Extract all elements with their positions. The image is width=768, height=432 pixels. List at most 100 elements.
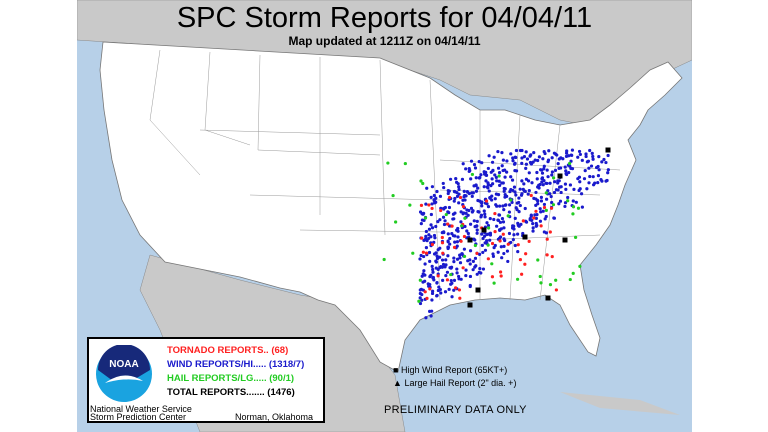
wind-report-marker (505, 249, 510, 253)
wind-report-marker (435, 280, 439, 285)
wind-report-marker (496, 218, 500, 222)
wind-report-marker (468, 258, 472, 262)
wind-report-marker (438, 194, 443, 198)
wind-report-marker (449, 282, 453, 286)
wind-report-marker (455, 267, 459, 271)
wind-report-marker (468, 168, 472, 173)
tornado-report-marker (527, 239, 531, 243)
wind-report-marker (545, 197, 549, 201)
wind-report-marker (606, 153, 610, 158)
wind-report-marker (424, 229, 429, 234)
wind-report-marker (474, 189, 479, 193)
wind-report-marker (461, 212, 465, 216)
wind-report-marker (479, 215, 483, 219)
wind-report-marker (459, 210, 463, 214)
wind-report-marker (466, 213, 470, 217)
wind-report-marker (459, 220, 463, 224)
wind-report-marker (556, 181, 560, 185)
wind-report-marker (542, 164, 546, 168)
wind-report-marker (474, 183, 478, 187)
wind-report-marker (569, 159, 573, 163)
tornado-report-marker (490, 275, 495, 279)
wind-report-marker (438, 218, 442, 222)
wind-report-marker (563, 204, 567, 209)
wind-report-marker (441, 215, 446, 219)
wind-report-marker (427, 233, 431, 237)
hail-report-marker (544, 191, 548, 195)
wind-report-marker (486, 166, 490, 171)
wind-report-marker (584, 154, 588, 159)
wind-report-marker (429, 273, 433, 277)
wind-report-marker (448, 236, 452, 241)
wind-report-marker (468, 274, 473, 279)
wind-report-marker (515, 201, 519, 205)
wind-report-marker (418, 288, 422, 292)
wind-report-marker (587, 166, 591, 170)
high-wind-marker (467, 302, 473, 308)
wind-report-marker (542, 167, 546, 171)
wind-report-marker (453, 240, 457, 244)
wind-report-marker (432, 193, 436, 198)
hail-report-marker (408, 203, 412, 207)
hail-report-marker (486, 243, 490, 247)
wind-report-marker (539, 168, 543, 172)
wind-report-marker (501, 204, 505, 208)
hail-report-marker (568, 277, 572, 282)
wind-report-marker (432, 278, 436, 282)
wind-report-marker (467, 191, 471, 196)
wind-report-marker (483, 248, 488, 252)
wind-report-marker (585, 187, 589, 191)
tornado-report-marker (430, 242, 435, 247)
wind-report-marker (543, 217, 547, 221)
wind-report-marker (513, 161, 517, 165)
hail-report-marker (460, 224, 464, 228)
hail-report-marker (497, 174, 501, 178)
wind-report-marker (418, 257, 422, 261)
high-wind-marker (522, 234, 528, 240)
wind-report-marker (606, 171, 610, 175)
wind-report-marker (578, 152, 582, 157)
wind-report-marker (422, 254, 426, 259)
wind-report-marker (533, 213, 537, 217)
wind-report-marker (546, 160, 550, 164)
wind-report-marker (419, 253, 423, 258)
high-wind-marker (562, 237, 568, 243)
wind-report-marker (514, 148, 519, 153)
wind-report-marker (456, 226, 460, 231)
wind-report-marker (513, 216, 517, 220)
wind-report-marker (465, 189, 469, 194)
wind-report-marker (442, 230, 446, 234)
tornado-report-marker (549, 206, 554, 210)
wind-report-marker (464, 211, 468, 215)
wind-report-marker (442, 222, 447, 227)
wind-report-marker (452, 256, 456, 260)
tornado-report-marker (524, 252, 528, 256)
wind-report-marker (423, 262, 427, 266)
wind-report-marker (524, 177, 529, 181)
wind-report-marker (537, 186, 541, 190)
wind-report-marker (548, 192, 552, 196)
wind-report-marker (530, 181, 534, 185)
wind-report-marker (534, 190, 538, 195)
wind-report-marker (456, 229, 460, 233)
wind-report-marker (493, 243, 497, 248)
wind-report-marker (499, 245, 503, 249)
wind-report-marker (488, 233, 493, 237)
report-markers (382, 147, 611, 320)
tornado-report-marker (529, 193, 533, 198)
wind-report-marker (556, 162, 560, 166)
wind-report-marker (564, 151, 569, 155)
wind-report-marker (559, 156, 563, 160)
wind-report-marker (435, 254, 439, 258)
wind-report-marker (500, 181, 504, 185)
wind-report-marker (542, 150, 546, 154)
wind-report-marker (577, 175, 582, 179)
wind-report-marker (520, 156, 524, 160)
wind-report-marker (504, 203, 508, 207)
wind-report-marker (520, 148, 524, 153)
wind-report-marker (490, 177, 494, 181)
wind-report-marker (436, 267, 440, 272)
wind-report-marker (468, 262, 472, 266)
wind-report-marker (444, 263, 448, 267)
wind-report-marker (498, 183, 502, 187)
